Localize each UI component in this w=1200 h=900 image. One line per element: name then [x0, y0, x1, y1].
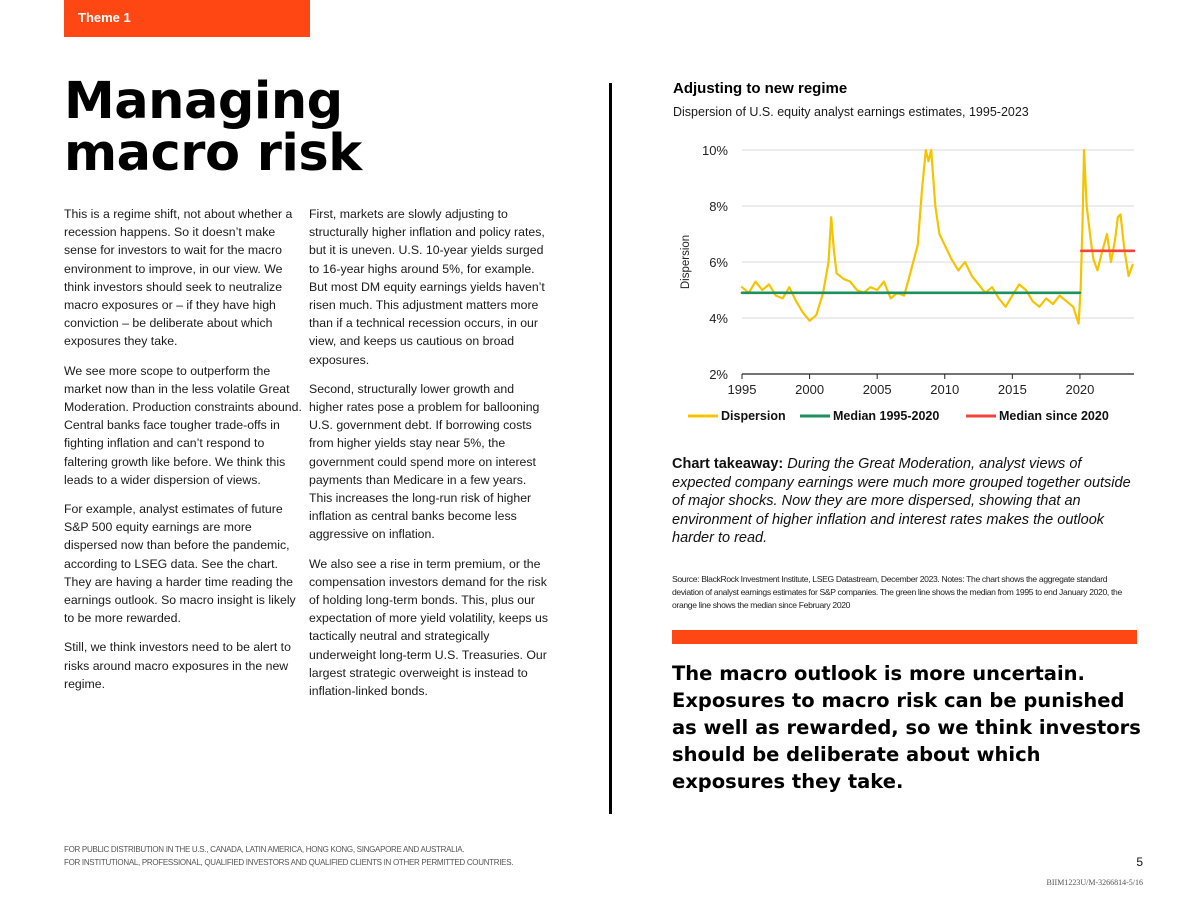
source-note: Source: BlackRock Investment Institute, …: [672, 574, 1122, 610]
body-paragraph: We also see a rise in term premium, or t…: [309, 556, 548, 699]
footer-line-1: FOR PUBLIC DISTRIBUTION IN THE U.S., CAN…: [64, 845, 465, 854]
page-title-line-2: macro risk: [64, 124, 362, 183]
body-paragraph: First, markets are slowly adjusting to s…: [309, 207, 545, 367]
column-divider: [609, 83, 612, 814]
x-tick-label: 2015: [998, 382, 1027, 397]
chart-subtitle: Dispersion of U.S. equity analyst earnin…: [673, 105, 1029, 119]
pull-quote: The macro outlook is more uncertain. Exp…: [672, 662, 1141, 793]
body-paragraph: For example, analyst estimates of future…: [64, 502, 296, 626]
page-title: Managing macro risk: [64, 76, 362, 180]
y-tick-label: 8%: [709, 199, 728, 214]
footer-line-2: FOR INSTITUTIONAL, PROFESSIONAL, QUALIFI…: [64, 858, 514, 867]
page-number: 5: [1136, 855, 1143, 869]
y-axis-title: Dispersion: [680, 235, 692, 289]
chart-title: Adjusting to new regime: [673, 80, 848, 97]
x-tick-label: 1995: [728, 382, 757, 397]
x-tick-label: 2005: [863, 382, 892, 397]
body-paragraph: This is a regime shift, not about whethe…: [64, 207, 293, 349]
chart-takeaway: Chart takeaway: During the Great Moderat…: [672, 455, 1138, 548]
y-tick-label: 10%: [702, 143, 728, 158]
legend-label: Median since 2020: [999, 409, 1109, 423]
y-tick-label: 4%: [709, 311, 728, 326]
chart-series: [740, 148, 1136, 325]
footer-disclaimer: FOR PUBLIC DISTRIBUTION IN THE U.S., CAN…: [64, 843, 513, 869]
chart-takeaway-label: Chart takeaway:: [672, 456, 784, 472]
body-column-1: This is a regime shift, not about whethe…: [64, 205, 302, 704]
x-tick-label: 2000: [795, 382, 824, 397]
chart-legend: Dispersion Median 1995-2020 Median since 2…: [688, 409, 1109, 423]
theme-tag: Theme 1: [64, 0, 310, 37]
legend-label: Median 1995-2020: [833, 409, 939, 423]
x-tick-label: 2020: [1065, 382, 1094, 397]
chart-takeaway-text: During the Great Moderation, analyst vie…: [672, 456, 1131, 546]
x-tick-label: 2010: [930, 382, 959, 397]
y-tick-label: 2%: [709, 367, 728, 382]
chart-axes: 2% 4% 6% 8% 10% 1995 2000 2005 2010 2015 2020 Dispe…: [680, 143, 1134, 397]
series-line-dispersion: [740, 148, 1134, 325]
accent-bar: [672, 630, 1137, 644]
y-tick-label: 6%: [709, 255, 728, 270]
body-paragraph: We see more scope to outperform the mark…: [64, 363, 302, 487]
body-paragraph: Still, we think investors need to be ale…: [64, 640, 291, 691]
legend-label: Dispersion: [721, 409, 786, 423]
dispersion-chart: 2% 4% 6% 8% 10% 1995 2000 2005 2010 2015 2020 Dispe…: [680, 143, 1136, 423]
body-paragraph: Second, structurally lower growth and hi…: [309, 381, 540, 542]
body-column-2: First, markets are slowly adjusting to s…: [309, 205, 549, 711]
chart-gridlines: [742, 149, 1134, 319]
document-code: BIIM1223U/M-3266814-5/16: [1046, 878, 1143, 887]
page-title-line-1: Managing: [64, 72, 343, 131]
